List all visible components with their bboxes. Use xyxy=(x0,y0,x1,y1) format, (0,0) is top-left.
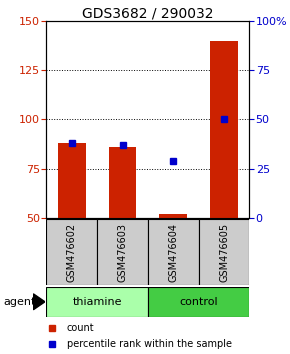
Bar xyxy=(46,287,148,317)
Text: GSM476602: GSM476602 xyxy=(67,223,77,282)
Text: thiamine: thiamine xyxy=(72,297,122,307)
Text: control: control xyxy=(179,297,218,307)
Bar xyxy=(148,287,249,317)
Text: GSM476605: GSM476605 xyxy=(219,223,229,282)
Bar xyxy=(46,219,97,285)
Bar xyxy=(210,41,238,218)
Polygon shape xyxy=(33,294,45,310)
Bar xyxy=(97,219,148,285)
Bar xyxy=(159,214,187,218)
Text: GSM476603: GSM476603 xyxy=(117,223,128,282)
Text: count: count xyxy=(67,323,94,333)
Text: agent: agent xyxy=(3,297,35,307)
Bar xyxy=(58,143,86,218)
Bar xyxy=(199,219,249,285)
Title: GDS3682 / 290032: GDS3682 / 290032 xyxy=(82,6,214,20)
Text: percentile rank within the sample: percentile rank within the sample xyxy=(67,339,232,349)
Text: GSM476604: GSM476604 xyxy=(168,223,178,282)
Bar xyxy=(108,147,137,218)
Bar xyxy=(148,219,199,285)
